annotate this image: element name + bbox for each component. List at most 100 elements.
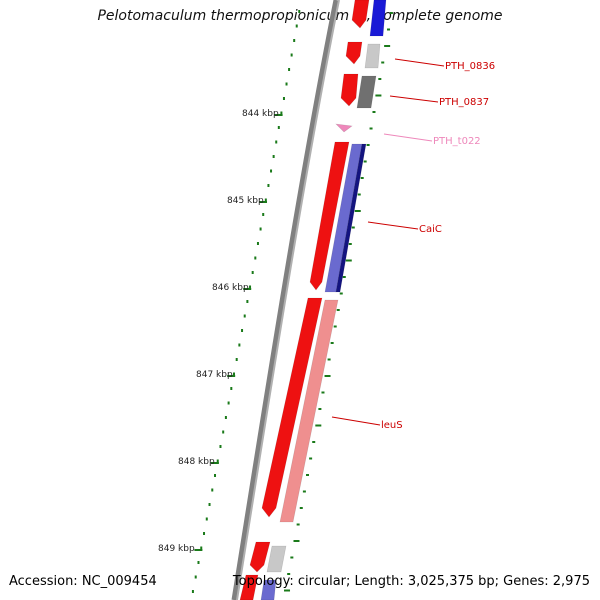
leader-PTH_t022 <box>383 133 433 142</box>
gene-track-tick <box>360 177 364 179</box>
gene-leuS-pair[interactable] <box>279 299 339 523</box>
gene-top-blue[interactable] <box>369 0 387 37</box>
gene-track-tick <box>345 259 352 262</box>
leader-PTH_0837 <box>389 95 439 103</box>
scale-minor-tick <box>275 140 278 144</box>
gene-CaiC-pair-navy[interactable] <box>335 143 367 293</box>
map-title: Pelotomaculum thermopropionicum SI, comp… <box>97 8 503 24</box>
scale-minor-tick <box>241 329 244 332</box>
scale-minor-tick <box>200 546 203 550</box>
scale-major-tick <box>243 288 252 290</box>
scale-minor-tick <box>208 503 211 506</box>
scale-major-tick <box>194 549 203 551</box>
gene-track-tick <box>290 556 294 559</box>
gene-track-tick <box>381 61 385 64</box>
leader-leuS <box>331 416 381 426</box>
gene-PTH_t022[interactable] <box>335 123 353 133</box>
scale-minor-ticks <box>191 10 301 593</box>
gene-track-tick <box>330 342 334 344</box>
gene-track-tick <box>324 375 331 377</box>
scale-minor-tick <box>259 227 262 231</box>
scale-label-844: 844 kbp <box>242 109 279 119</box>
genome-summary-text: Topology: circular; Length: 3,025,375 bp… <box>232 574 590 589</box>
gene-track-tick <box>336 309 340 311</box>
gene-top-red[interactable] <box>351 0 370 29</box>
scale-label-848: 848 kbp <box>178 457 215 467</box>
gene-track-tick <box>354 210 361 212</box>
gene-track-tick <box>339 292 343 295</box>
scale-minor-tick <box>267 184 270 187</box>
scale-minor-tick <box>227 401 230 405</box>
gene-bottom-red[interactable] <box>249 541 271 573</box>
scale-minor-tick <box>191 590 194 593</box>
leader-PTH_0836 <box>394 58 445 67</box>
scale-label-845: 845 kbp <box>227 196 264 206</box>
gene-CaiC[interactable] <box>309 141 350 291</box>
gene-track-tick <box>287 573 291 575</box>
gene-track-tick <box>299 507 303 509</box>
scale-minor-tick <box>216 459 219 463</box>
gene-track-tick <box>306 474 310 476</box>
gene-labels: PTH_0836 PTH_0837 PTH_t022 CaiC leuS <box>331 58 495 431</box>
gene-track-tick <box>296 523 300 526</box>
scale-label-849: 849 kbp <box>158 544 195 554</box>
scale-minor-tick <box>298 10 301 13</box>
scale-label-847: 847 kbp <box>196 370 233 380</box>
scale-minor-tick <box>238 343 241 347</box>
gene-PTH_0837[interactable] <box>340 73 359 107</box>
gene-bottom-red-2[interactable] <box>239 574 259 600</box>
gene-PTH_0836-pair[interactable] <box>364 43 381 69</box>
scale-minor-tick <box>272 155 275 158</box>
gene-leuS[interactable] <box>261 297 323 518</box>
gene-PTH_0836[interactable] <box>345 41 363 65</box>
gene-track-tick <box>351 226 355 229</box>
scale-minor-tick <box>290 53 293 57</box>
scale-minor-tick <box>251 271 254 274</box>
accession-text: Accession: NC_009454 <box>9 574 157 589</box>
scale-minor-tick <box>219 445 222 448</box>
scale-minor-tick <box>243 314 246 318</box>
gene-track-tick <box>333 325 337 328</box>
gene-track-tick <box>284 589 291 592</box>
gene-label-CaiC[interactable]: CaiC <box>419 224 442 235</box>
gene-track-tick <box>315 424 322 427</box>
scale-minor-tick <box>277 126 280 129</box>
gene-track-tick <box>293 540 300 542</box>
gene-track-tick <box>321 391 325 394</box>
scale-minor-tick <box>293 39 296 42</box>
scale-minor-tick <box>233 372 236 376</box>
scale-minor-tick <box>214 474 217 477</box>
scale-major-tick <box>259 201 268 203</box>
scale-minor-tick <box>205 517 208 521</box>
gene-label-PTH_0837[interactable]: PTH_0837 <box>439 97 489 108</box>
genome-backbone <box>231 0 339 600</box>
gene-bottom-blue[interactable] <box>260 579 277 600</box>
scale-minor-tick <box>285 82 288 86</box>
gene-PTH_0837-pair[interactable] <box>356 75 377 109</box>
gene-track-tick <box>327 358 331 361</box>
scale-major-tick <box>227 375 236 377</box>
gene-label-PTH_0836[interactable]: PTH_0836 <box>445 61 495 72</box>
gene-track-tick <box>372 111 376 113</box>
scale-minor-tick <box>280 111 283 115</box>
scale-major-tick <box>210 462 219 464</box>
gene-label-PTH_t022[interactable]: PTH_t022 <box>433 136 481 147</box>
scale-minor-tick <box>203 532 206 535</box>
gene-bottom-gray[interactable] <box>266 545 287 573</box>
scale-minor-tick <box>295 24 298 28</box>
scale-minor-tick <box>256 242 259 245</box>
scale-minor-tick <box>270 169 273 173</box>
gene-track-tick <box>348 243 352 245</box>
gene-track-tick <box>357 193 361 196</box>
scale-label-846: 846 kbp <box>212 283 249 293</box>
scale-major-ticks <box>194 114 283 551</box>
scale-major-tick <box>274 114 283 116</box>
scale-minor-tick <box>264 198 267 202</box>
gene-track-tick <box>363 160 367 163</box>
gene-track-tick <box>378 78 382 80</box>
gene-track-tick <box>302 490 306 493</box>
gene-label-leuS[interactable]: leuS <box>381 420 403 431</box>
scale-minor-tick <box>288 68 291 71</box>
scale-minor-tick <box>197 561 200 564</box>
